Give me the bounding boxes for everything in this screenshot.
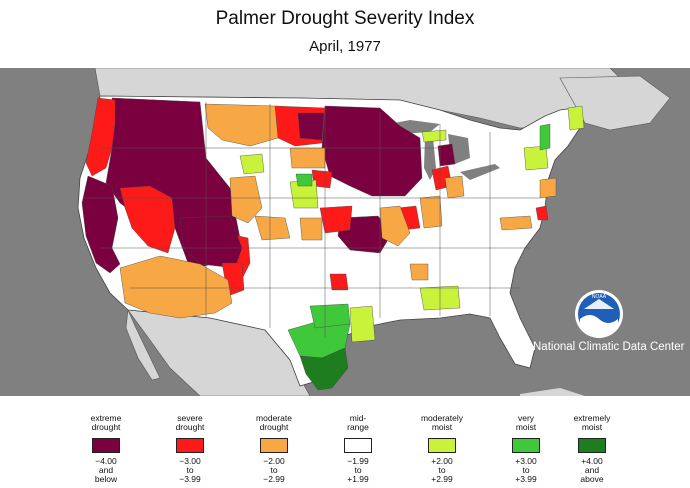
legend-swatch [512,438,540,453]
legend-range: +3.00 to +3.99 [515,456,537,484]
region-severe-coast [85,97,116,177]
region-verymoist-ks [295,173,313,187]
region-extreme-ca [81,175,121,274]
legend-label: severe drought [175,413,205,432]
credit-text: National Climatic Data Center [533,341,685,353]
state-borders [84,102,540,338]
region-severe-ok [329,273,349,291]
legend-swatch [428,438,456,453]
noaa-logo-icon: NOAA [575,290,623,338]
cuba-land [520,388,585,396]
region-moderate-va [499,215,533,231]
region-moderate-ks [299,217,323,241]
region-modmoist-tx [349,305,376,343]
region-extreme-mi [437,143,456,167]
region-severe-nv [119,185,176,254]
region-extreme-mn [321,105,423,197]
region-severe-ne [319,205,353,234]
region-verymoist-vt [539,123,551,151]
legend-swatch [92,438,120,453]
region-moderate-in [419,195,443,229]
legend-item-extremely-moist: extremely moist +4.00 and above [552,408,632,484]
legend: extreme drought −4.00 and below severe d… [0,408,690,488]
region-moderate-sd [289,147,326,169]
map-subtitle: April, 1977 [309,38,381,55]
region-verymoist-tx2 [309,303,351,329]
region-moderate-mt [204,103,279,147]
legend-item-extreme-drought: extreme drought −4.00 and below [66,408,146,484]
legend-label: extremely moist [573,413,611,432]
lake-michigan [424,138,436,180]
region-moderate-mo [379,205,411,247]
legend-label: moderately moist [420,413,464,432]
legend-label: moderate drought [256,413,292,432]
drought-map [0,68,690,396]
region-extreme-nd [297,112,325,141]
map-title: Palmer Drought Severity Index [215,8,475,29]
region-moderate-ny [539,177,557,199]
baja-land [125,308,161,381]
legend-range: −1.99 to +1.99 [347,456,369,484]
region-moderate-ar [409,263,429,281]
legend-swatch [176,438,204,453]
canada-east [559,75,671,131]
legend-label: mid- range [347,413,369,432]
legend-item-mid-range: mid- range −1.99 to +1.99 [318,408,398,484]
legend-item-severe-drought: severe drought −3.00 to −3.99 [150,408,230,484]
region-severe-md [535,205,549,221]
legend-swatch [578,438,606,453]
region-moderate-co [254,215,291,241]
region-moderate-sw [119,255,233,319]
legend-label: very moist [515,413,537,432]
region-extmoist-tx [299,347,349,391]
legend-label: extreme drought [90,413,122,432]
region-modmoist-me [567,105,585,131]
region-modmoist-mi [421,129,447,143]
legend-swatch [344,438,372,453]
legend-item-very-moist: very moist +3.00 to +3.99 [486,408,566,484]
noaa-text: NOAA [592,294,607,300]
legend-swatch [260,438,288,453]
legend-range: +2.00 to +2.99 [431,456,453,484]
region-modmoist-wy [239,153,265,175]
region-modmoist-ny [523,145,549,171]
legend-item-moderately-moist: moderately moist +2.00 to +2.99 [402,408,482,484]
legend-range: −3.00 to −3.99 [179,456,201,484]
legend-item-moderate-drought: moderate drought −2.00 to −2.99 [234,408,314,484]
legend-range: −4.00 and below [94,456,118,484]
map-svg [0,68,690,396]
legend-range: +4.00 and above [580,456,604,484]
region-moderate-oh [444,175,465,199]
legend-range: −2.00 to −2.99 [263,456,285,484]
region-moderate-wy [229,175,263,224]
